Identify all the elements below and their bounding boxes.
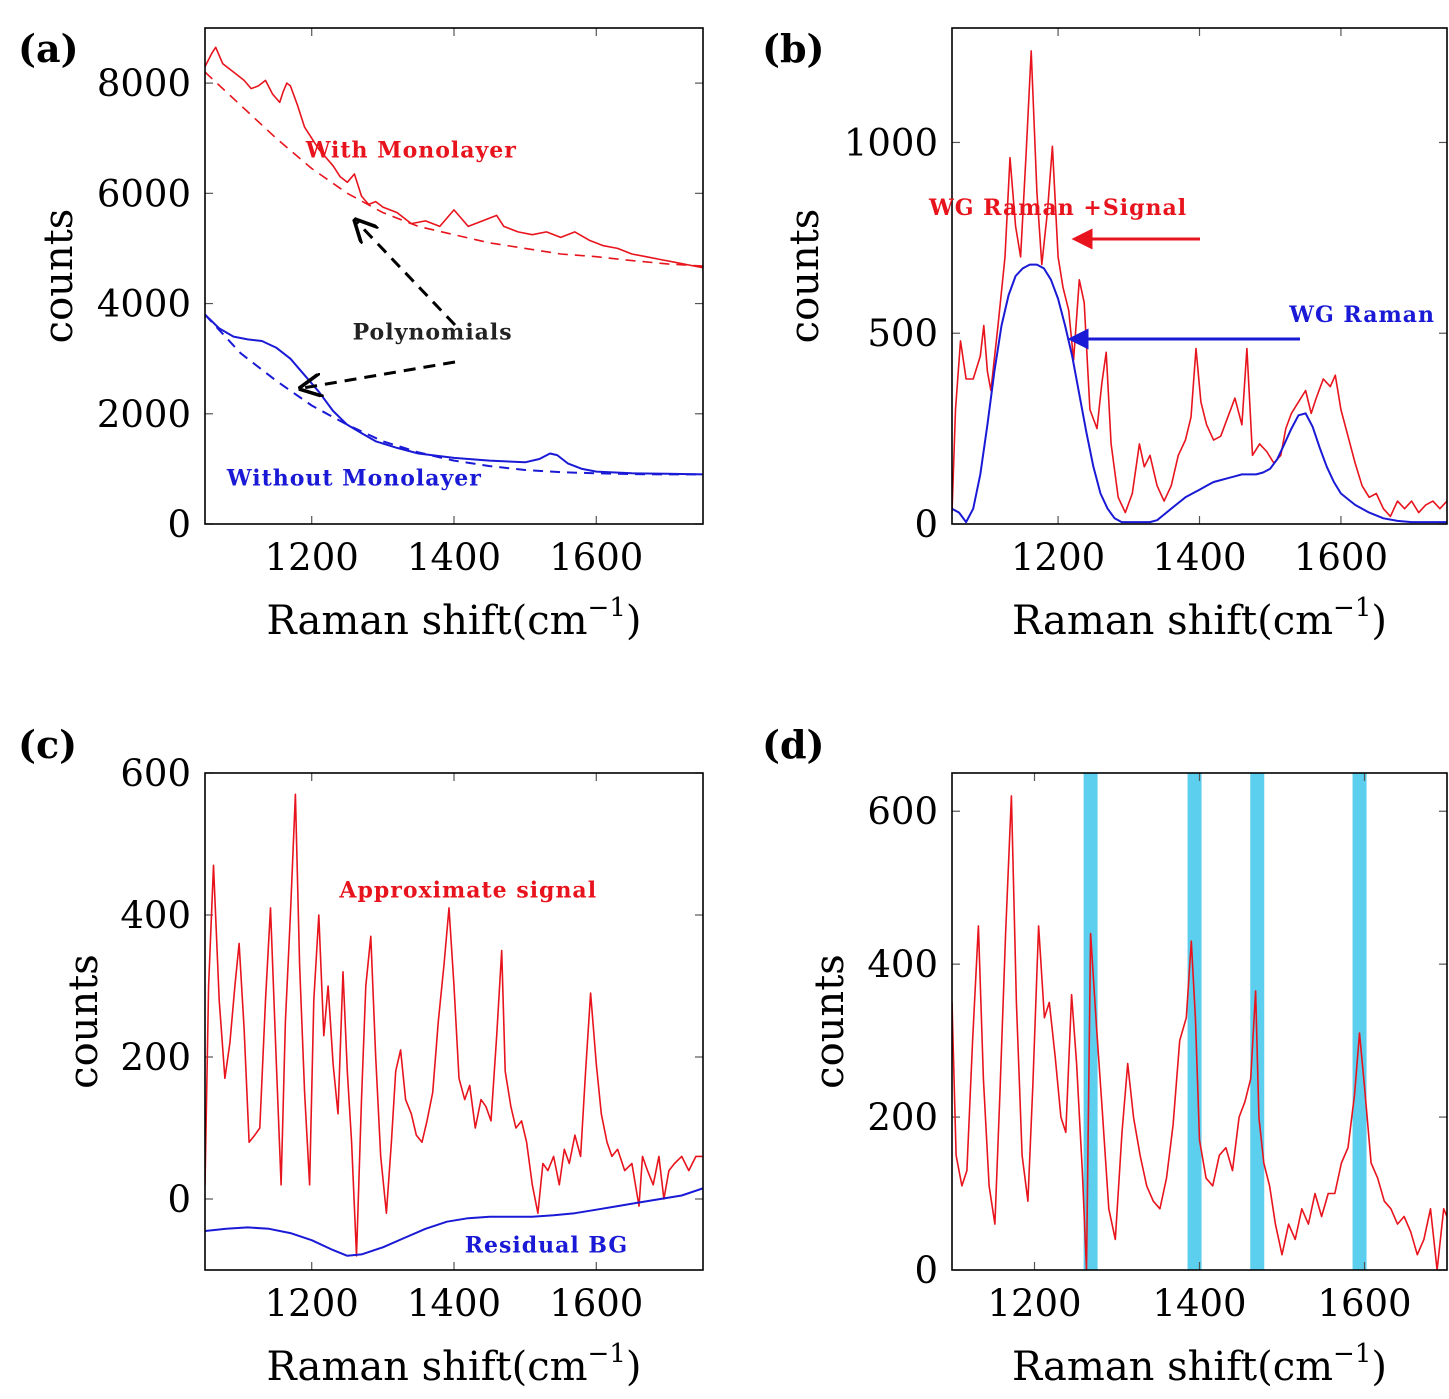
- x-tick-label: 1600: [549, 1282, 643, 1325]
- panel-c: (c) 1200 1400 1600 0 200 400 600 Approximate sig…: [18, 722, 704, 1390]
- annotation-label: Without Monolayer: [226, 465, 482, 491]
- series-line-0: [205, 46, 703, 269]
- panel-label: (c): [18, 722, 77, 767]
- arrow-to-red-polynomial: [357, 222, 457, 327]
- series-line-3: [205, 313, 703, 476]
- y-tick-label: 600: [867, 790, 938, 833]
- annotation-label: WG Raman +Signal: [928, 195, 1187, 221]
- plot-frame: [951, 27, 1448, 525]
- y-tick-label: 0: [167, 503, 191, 546]
- y-tick-label: 600: [120, 752, 191, 795]
- annotation-label: WG Raman: [1288, 302, 1435, 328]
- y-tick-label: 400: [120, 894, 191, 937]
- series-line-2: [205, 313, 703, 476]
- highlight-band-0: [1083, 773, 1098, 1270]
- y-tick-label: 1000: [844, 121, 938, 164]
- y-tick-label: 0: [914, 1249, 938, 1292]
- y-tick-label: 4000: [97, 283, 191, 326]
- annotation-label: Residual BG: [465, 1232, 628, 1258]
- x-axis-title: Raman shift(cm−1): [1012, 1339, 1387, 1390]
- series-line-0: [952, 795, 1447, 1270]
- plot-frame: [204, 772, 704, 1271]
- y-tick-label: 500: [867, 312, 938, 355]
- wg-arrows: [1067, 228, 1300, 350]
- x-tick-label: 1200: [265, 536, 359, 579]
- series-line-1: [952, 263, 1447, 524]
- annotation-label: Approximate signal: [338, 877, 597, 903]
- y-tick-label: 400: [867, 943, 938, 986]
- x-tick-label: 1600: [549, 536, 643, 579]
- x-tick-label: 1200: [265, 1282, 359, 1325]
- x-tick-label: 1400: [407, 536, 501, 579]
- panel-b: (b) 1200 1400 1600 0 500 1000 WG Raman +Signal W…: [762, 26, 1448, 644]
- arrow-to-blue-polynomial: [303, 360, 456, 388]
- y-tick-label: 8000: [97, 62, 191, 105]
- series-line-0: [205, 793, 703, 1257]
- highlight-band-2: [1250, 773, 1265, 1270]
- y-axis-title: counts: [61, 954, 107, 1089]
- polynomial-arrows: [303, 222, 457, 388]
- x-tick-label: 1400: [407, 1282, 501, 1325]
- panel-label: (a): [18, 26, 79, 71]
- x-axis-title: Raman shift(cm−1): [267, 593, 642, 644]
- panel-label: (d): [762, 722, 825, 767]
- plot-frame: [951, 772, 1448, 1271]
- y-tick-label: 2000: [97, 393, 191, 436]
- x-tick-label: 1600: [1317, 1282, 1411, 1325]
- highlight-band-3: [1352, 773, 1367, 1270]
- x-axis-title: Raman shift(cm−1): [1012, 593, 1387, 644]
- x-tick-label: 1400: [1152, 1282, 1246, 1325]
- annotation-label: With Monolayer: [305, 138, 517, 164]
- x-tick-label: 1400: [1152, 536, 1246, 579]
- y-axis-title: counts: [807, 954, 853, 1089]
- y-tick-label: 0: [914, 503, 938, 546]
- y-axis-title: counts: [782, 209, 828, 344]
- y-tick-label: 200: [120, 1036, 191, 1079]
- x-tick-label: 1200: [1011, 536, 1105, 579]
- y-tick-label: 200: [867, 1096, 938, 1139]
- plot-frame: [204, 27, 704, 525]
- series-line-1: [205, 1187, 703, 1257]
- y-tick-label: 6000: [97, 172, 191, 215]
- x-tick-label: 1200: [987, 1282, 1081, 1325]
- panel-a: (a) 1200 1400 1600 0 2000 4000 6000 8000 With Mon…: [18, 26, 704, 644]
- annotation-label: Polynomials: [353, 319, 513, 345]
- panel-d: (d) 1200 1400 1600 0 200 400 600 Raman shift(cm−…: [762, 722, 1448, 1390]
- y-axis-title: counts: [36, 209, 82, 344]
- x-tick-label: 1600: [1294, 536, 1388, 579]
- y-tick-label: 0: [167, 1178, 191, 1221]
- highlight-band-1: [1187, 773, 1202, 1270]
- series-line-0: [952, 50, 1447, 518]
- x-axis-title: Raman shift(cm−1): [267, 1339, 642, 1390]
- panel-label: (b): [762, 26, 825, 71]
